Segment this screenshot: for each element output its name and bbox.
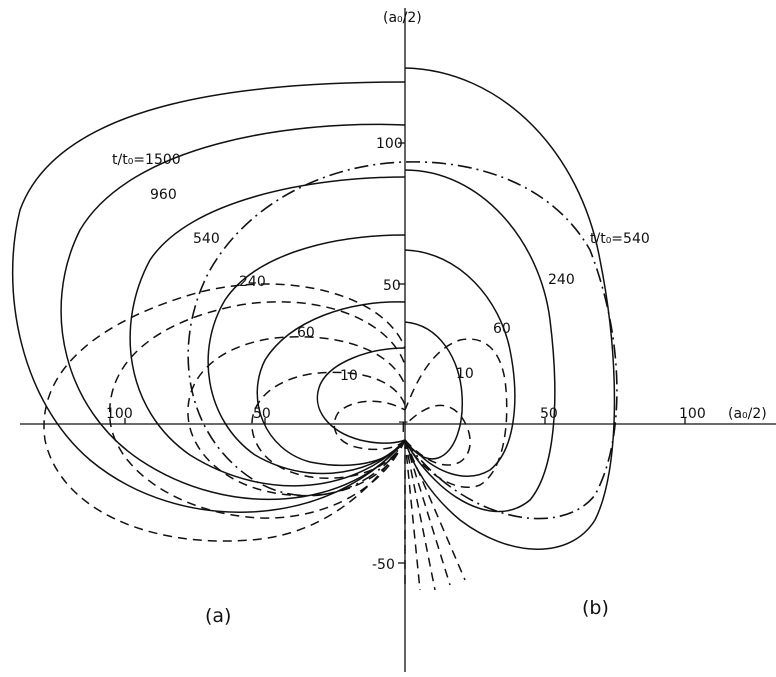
dashed-streamer-2 [404, 439, 421, 591]
label-left-240: 240 [239, 274, 266, 290]
curve-left-60 [256, 301, 406, 466]
y-tick-label-minus-50: -50 [372, 557, 395, 573]
panel-label-b: (b) [582, 597, 609, 619]
label-left-960: 960 [150, 187, 177, 203]
panel-label-a: (a) [205, 605, 231, 627]
curve-left-10 [316, 347, 406, 444]
x-tick-label-100-left: 100 [106, 406, 133, 422]
x-axis-label: (a₀/2) [728, 406, 767, 422]
dashed-streamer-4 [404, 439, 451, 586]
curve-left-960 [60, 123, 406, 501]
dashed-left-4 [251, 371, 406, 479]
label-right-10: 10 [456, 366, 474, 382]
curve-left-1500 [11, 81, 406, 513]
dashed-streamer-3 [404, 439, 436, 591]
label-left-1500: t/t₀=1500 [112, 152, 181, 168]
label-left-60: 60 [297, 325, 315, 341]
y-tick-label-100: 100 [376, 136, 403, 152]
dashed-left-5 [333, 400, 406, 451]
curve-right-60 [404, 249, 516, 477]
label-right-240: 240 [548, 272, 575, 288]
dashed-left-3 [187, 336, 406, 497]
curve-left-540 [129, 176, 406, 487]
label-left-540: 540 [193, 231, 220, 247]
dashed-streamer-5 [404, 439, 466, 581]
label-right-60: 60 [493, 321, 511, 337]
curve-right-540 [404, 67, 616, 550]
dashdot-circle-curve [187, 161, 618, 520]
origin-mark: T [398, 420, 408, 436]
dashed-right-2 [404, 404, 471, 466]
y-axis-label: (a₀/2) [383, 10, 422, 26]
curve-left-240 [207, 234, 406, 475]
dashed-left-2 [109, 301, 406, 519]
y-tick-label-50: 50 [383, 278, 401, 294]
label-right-540: t/t₀=540 [590, 231, 650, 247]
dashed-left-1 [43, 283, 406, 542]
x-tick-label-50-left: 50 [253, 406, 271, 422]
curve-right-240 [404, 169, 556, 513]
x-tick-label-100-right: 100 [679, 406, 706, 422]
label-left-10: 10 [340, 368, 358, 384]
dashed-right-1 [404, 338, 508, 488]
